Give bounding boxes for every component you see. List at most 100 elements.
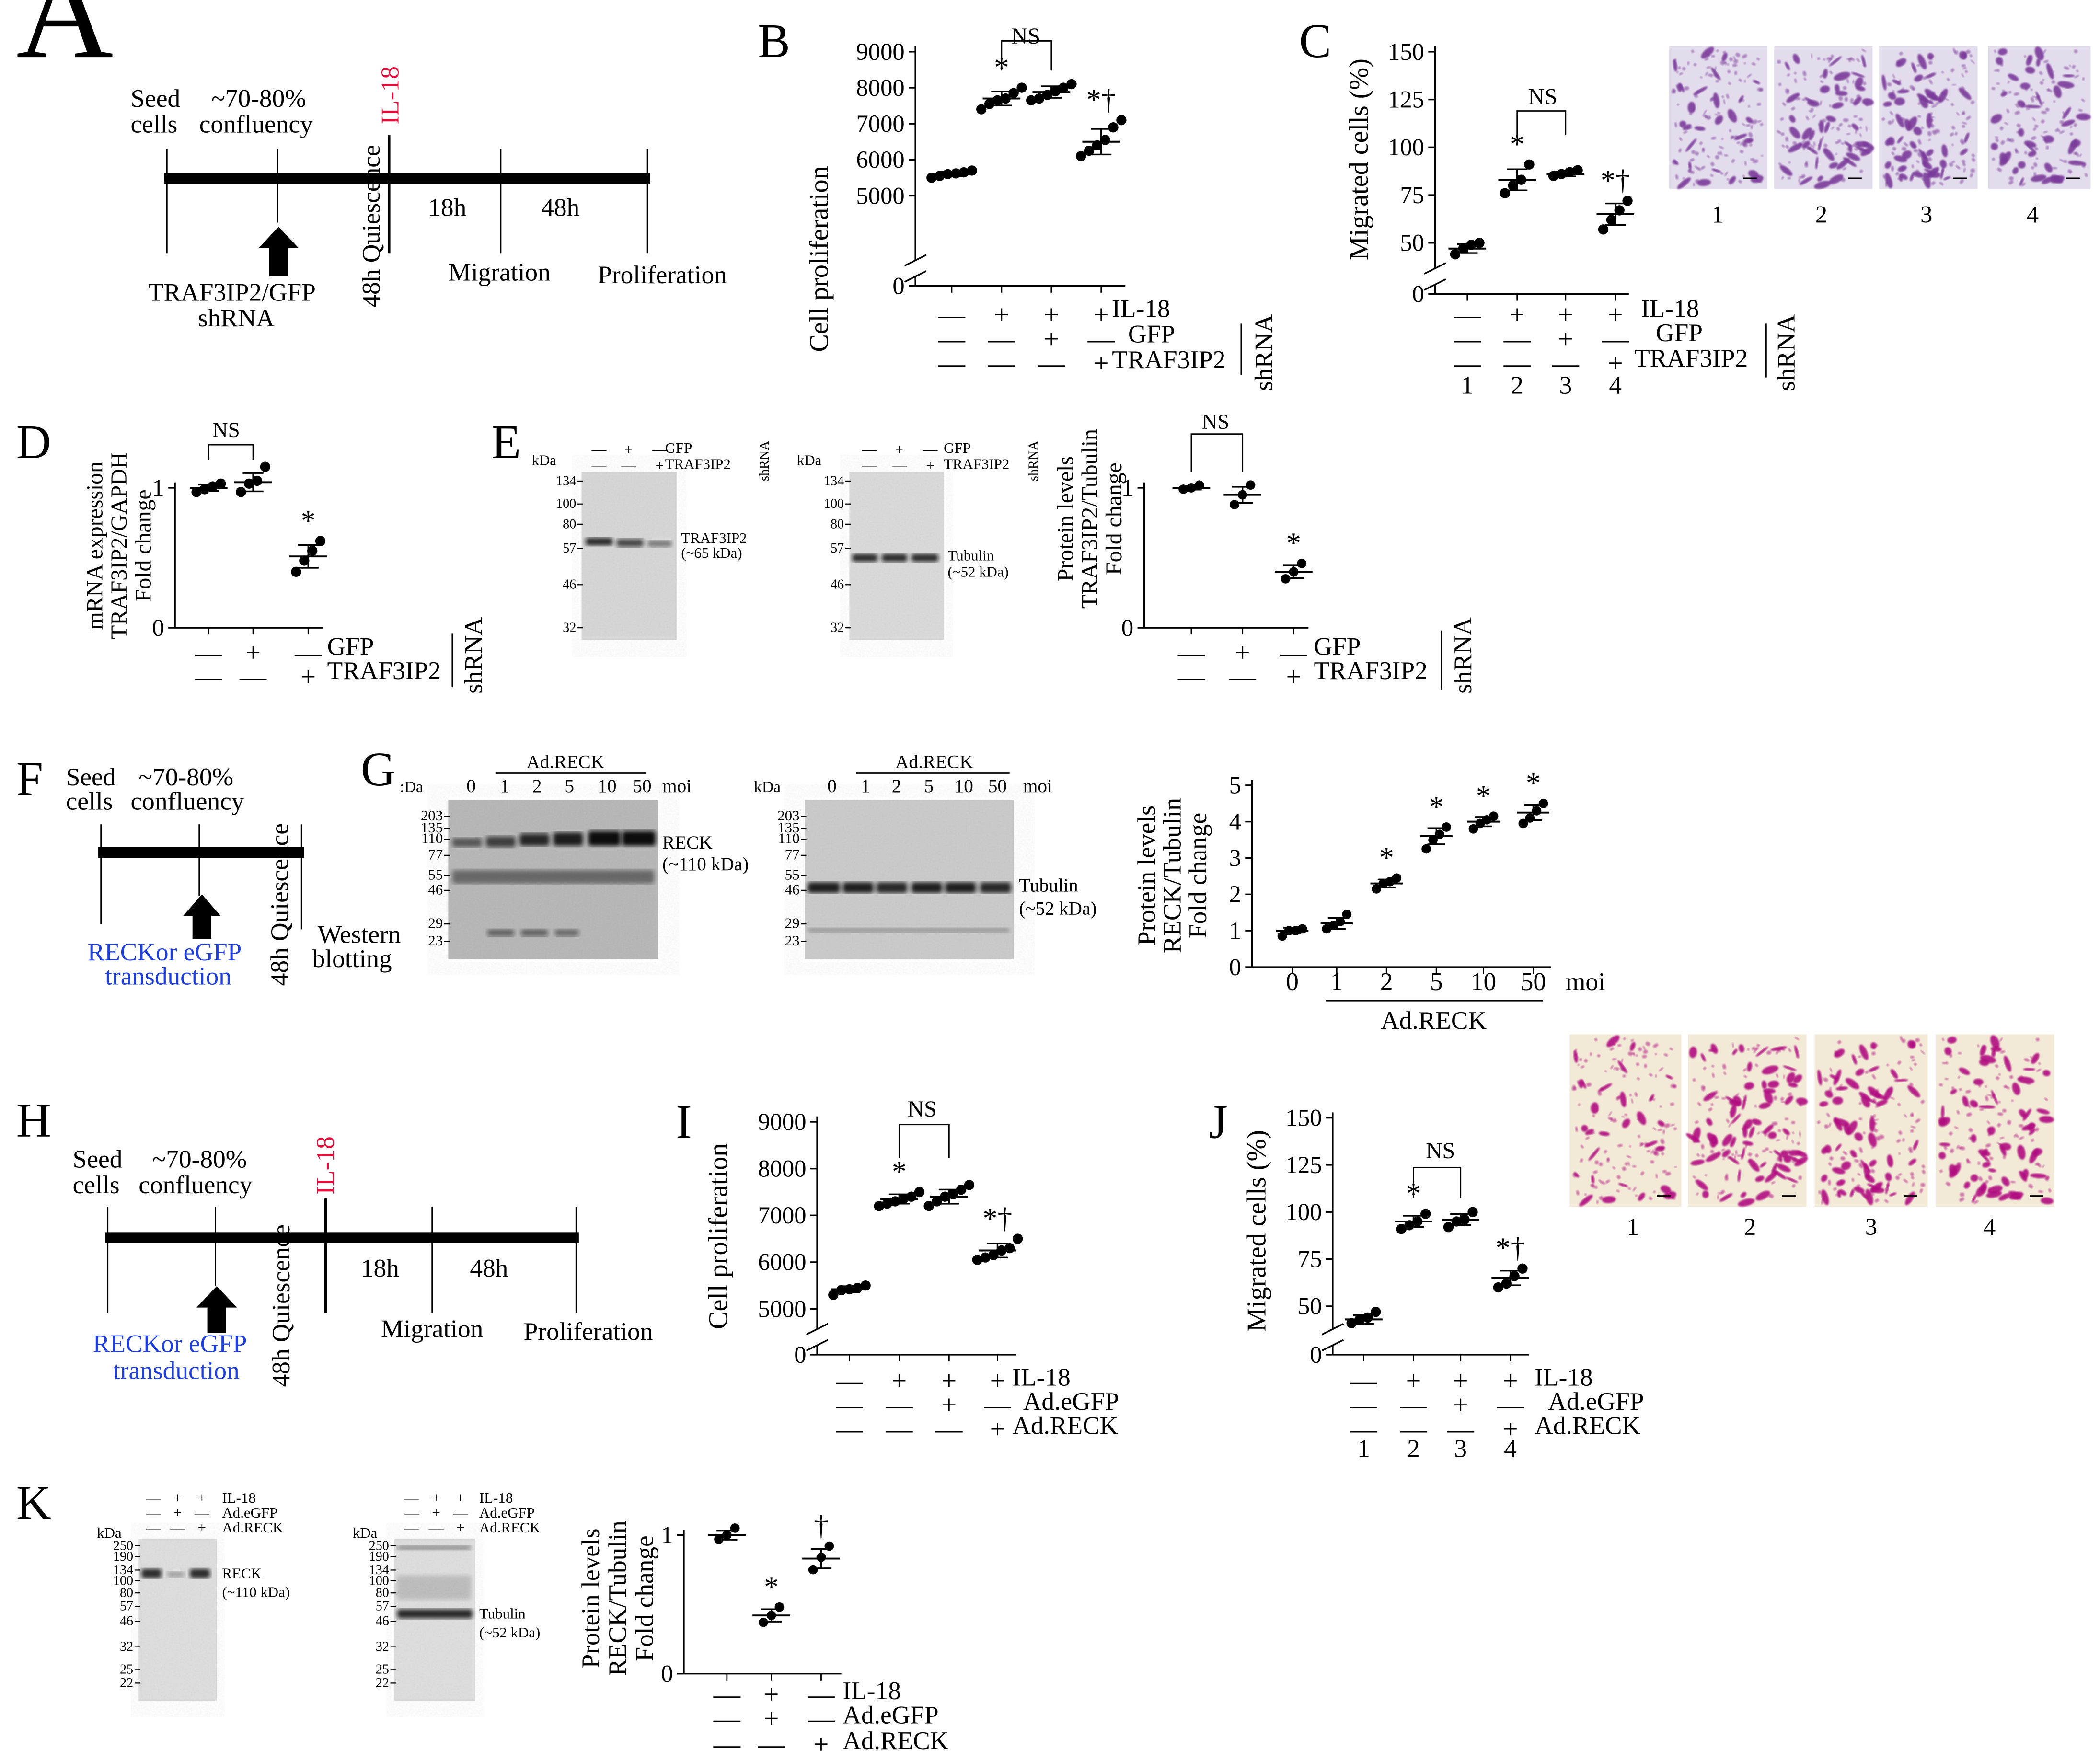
stained-cell — [1820, 80, 1824, 83]
stained-cell — [1627, 1187, 1631, 1190]
stained-cell — [1616, 1095, 1622, 1100]
x-axis-group-label: Ad.RECK — [1381, 1006, 1487, 1035]
stained-cell — [1696, 179, 1711, 186]
stained-cell — [1776, 1049, 1779, 1055]
stained-cell — [2030, 88, 2033, 91]
minus-sign: — — [1087, 324, 1115, 354]
stained-cell — [1980, 1045, 1986, 1056]
stained-cell — [1709, 73, 1713, 77]
plus-sign: + — [990, 1366, 1005, 1396]
protein-band — [452, 870, 655, 884]
stained-cell — [1658, 1146, 1662, 1149]
data-point — [1016, 82, 1027, 93]
stained-cell — [1939, 1169, 1943, 1173]
stained-cell — [1990, 114, 2002, 124]
stained-cell — [1841, 1161, 1851, 1170]
stained-cell — [1729, 1111, 1732, 1114]
stained-cell — [2008, 180, 2014, 185]
data-point — [199, 484, 210, 495]
stained-cell — [1963, 1181, 1970, 1189]
stained-cell — [1892, 79, 1901, 85]
stained-cell — [1732, 63, 1738, 67]
stained-cell — [1692, 107, 1695, 111]
micrograph-label: 2 — [1744, 1213, 1756, 1240]
stained-cell — [1996, 1142, 2002, 1146]
data-point — [1335, 917, 1345, 927]
stained-cell — [1695, 1120, 1699, 1124]
data-point — [1004, 1243, 1015, 1254]
stained-cell — [1851, 123, 1859, 131]
stained-cell — [1724, 154, 1728, 157]
stained-cell — [1819, 74, 1823, 78]
stained-cell — [1954, 132, 1958, 136]
stained-cell — [1947, 1037, 1957, 1044]
data-point — [1556, 169, 1567, 179]
stained-cell — [1733, 59, 1738, 64]
marker-label: 100 — [113, 1573, 133, 1588]
stained-cell — [2030, 1173, 2047, 1178]
stained-cell — [1753, 1048, 1757, 1053]
stained-cell — [1834, 71, 1850, 81]
stained-cell — [1932, 130, 1937, 135]
stained-cell — [1950, 1149, 1954, 1153]
stained-cell — [1823, 69, 1828, 79]
shrna-label: shRNA — [757, 440, 772, 481]
stained-cell — [1657, 1120, 1665, 1127]
micrograph-label: 3 — [1920, 201, 1932, 228]
stained-cell — [1581, 1065, 1585, 1069]
stained-cell — [1631, 1098, 1633, 1104]
stained-cell — [1965, 70, 1968, 73]
data-point — [1466, 240, 1477, 250]
stained-cell — [1788, 1048, 1791, 1052]
stained-cell — [2019, 177, 2024, 186]
stained-cell — [1595, 1108, 1599, 1112]
minus-sign: — — [428, 1519, 444, 1536]
plus-sign: + — [1406, 1366, 1421, 1396]
stained-cell — [1872, 1193, 1875, 1196]
stained-cell — [1854, 1159, 1859, 1163]
stained-cell — [1991, 1090, 1998, 1105]
stained-cell — [1786, 1135, 1788, 1140]
stained-cell — [1931, 116, 1935, 118]
group-number: 3 — [1559, 370, 1572, 399]
stained-cell — [1886, 1064, 1889, 1067]
minus-sign: — — [195, 638, 222, 668]
stained-cell — [1701, 46, 1714, 59]
row-adegfp-label: Ad.eGFP — [842, 1701, 938, 1729]
y-axis-label: Cell proliferation — [805, 166, 834, 352]
data-point — [860, 1280, 871, 1291]
stained-cell — [1755, 1063, 1758, 1067]
stained-cell — [1895, 1175, 1900, 1180]
ns-label: NS — [1011, 23, 1040, 49]
stained-cell — [1606, 1035, 1620, 1048]
panel-letter-d: D — [16, 415, 51, 469]
minus-sign: — — [294, 638, 322, 668]
stained-cell — [1739, 98, 1742, 102]
minus-sign: — — [885, 1415, 913, 1444]
stained-cell — [1653, 1190, 1656, 1193]
protein-band — [167, 1571, 185, 1577]
data-point — [1538, 798, 1548, 808]
protein-band — [881, 553, 908, 562]
y-axis-label-1: Protein levels — [1132, 806, 1161, 945]
stained-cell — [1773, 1095, 1777, 1100]
stained-cell — [1743, 62, 1746, 65]
y-tick-label: 0 — [892, 273, 904, 300]
stained-cell — [1682, 177, 1685, 180]
stained-cell — [1853, 1154, 1858, 1157]
stained-cell — [1794, 1156, 1808, 1166]
data-point — [1493, 1282, 1504, 1293]
marker-label: 203 — [777, 807, 799, 824]
stained-cell — [1979, 1108, 1984, 1111]
significance-marker: † — [814, 1509, 829, 1542]
stained-cell — [2031, 1053, 2040, 1064]
stained-cell — [2042, 1070, 2051, 1076]
stained-cell — [2034, 124, 2039, 128]
stained-cell — [2029, 1129, 2036, 1135]
stained-cell — [1756, 58, 1760, 60]
shrna-label: shRNA — [1771, 314, 1800, 391]
protein-band — [588, 831, 621, 846]
stained-cell — [1673, 58, 1677, 62]
stained-cell — [1644, 1142, 1650, 1147]
shrna-label: shRNA — [1027, 440, 1041, 481]
